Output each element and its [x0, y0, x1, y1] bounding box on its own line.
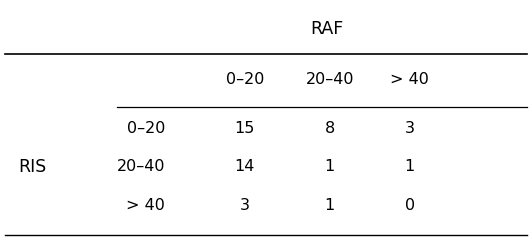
Text: 0: 0	[404, 198, 415, 213]
Text: 0–20: 0–20	[127, 121, 165, 136]
Text: 3: 3	[240, 198, 250, 213]
Text: 1: 1	[325, 198, 335, 213]
Text: 14: 14	[235, 159, 255, 174]
Text: 20–40: 20–40	[305, 72, 354, 87]
Text: 0–20: 0–20	[226, 72, 264, 87]
Text: > 40: > 40	[390, 72, 429, 87]
Text: 20–40: 20–40	[117, 159, 165, 174]
Text: RAF: RAF	[311, 20, 344, 38]
Text: 3: 3	[405, 121, 414, 136]
Text: 1: 1	[325, 159, 335, 174]
Text: 15: 15	[235, 121, 255, 136]
Text: > 40: > 40	[126, 198, 165, 213]
Text: RIS: RIS	[18, 158, 46, 176]
Text: 1: 1	[404, 159, 415, 174]
Text: 8: 8	[325, 121, 335, 136]
